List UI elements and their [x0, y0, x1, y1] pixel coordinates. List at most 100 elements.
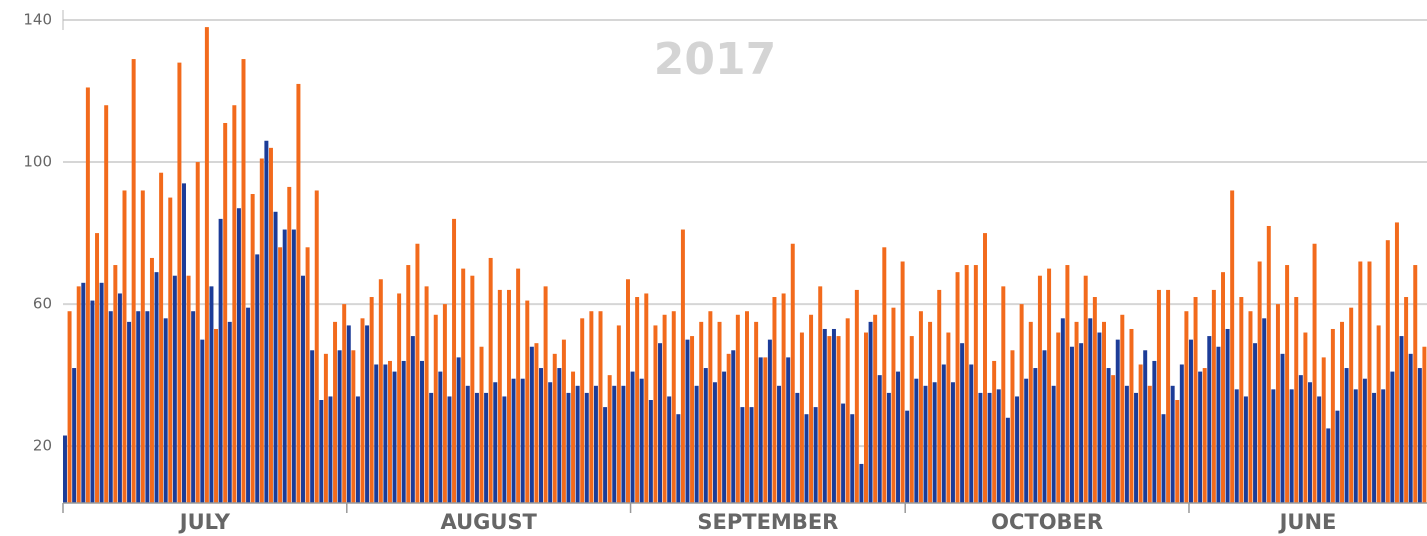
bar — [1230, 190, 1235, 503]
bar — [964, 265, 969, 503]
bar — [1376, 325, 1381, 503]
bar — [67, 311, 72, 503]
bar — [204, 27, 209, 504]
bar — [104, 105, 109, 503]
bar — [607, 375, 612, 503]
bar — [1198, 371, 1203, 503]
bar — [937, 289, 942, 503]
bar — [1404, 297, 1409, 503]
bar — [818, 286, 823, 503]
bar — [1179, 364, 1184, 503]
bar — [452, 218, 457, 503]
bar — [360, 318, 365, 503]
bar — [653, 325, 658, 503]
bar — [1340, 321, 1345, 503]
bar — [758, 357, 763, 503]
bar — [1124, 385, 1129, 503]
bar — [1367, 261, 1372, 503]
bar — [278, 247, 283, 503]
bar — [1134, 392, 1139, 503]
y-tick-label: 140 — [23, 11, 52, 29]
bar — [113, 265, 118, 503]
bar — [328, 396, 333, 503]
bar — [323, 353, 328, 503]
bar — [1074, 321, 1079, 503]
bar — [639, 378, 644, 503]
bar — [1353, 389, 1358, 503]
bar — [731, 350, 736, 503]
bar — [1129, 328, 1134, 503]
bar — [95, 233, 100, 503]
bar — [635, 297, 640, 503]
bar — [1307, 382, 1312, 503]
bar — [397, 293, 402, 503]
bar — [1005, 417, 1010, 503]
bar — [1202, 368, 1207, 503]
bar — [786, 357, 791, 503]
bar — [873, 314, 878, 503]
bar — [488, 257, 493, 503]
bar — [1417, 368, 1422, 503]
bar — [1033, 368, 1038, 503]
bar — [1060, 318, 1065, 503]
bar — [438, 371, 443, 503]
bar — [108, 311, 113, 503]
bar — [932, 382, 937, 503]
bar — [1111, 375, 1116, 503]
bar — [1344, 368, 1349, 503]
bar — [612, 385, 617, 503]
bar — [1326, 428, 1331, 503]
bar — [795, 392, 800, 503]
bar — [566, 392, 571, 503]
bar — [465, 385, 470, 503]
bar — [969, 364, 974, 503]
bar — [415, 243, 420, 503]
bar — [1408, 353, 1413, 503]
bar — [616, 325, 621, 503]
bar — [1015, 396, 1020, 503]
bar — [168, 197, 173, 503]
bar — [191, 311, 196, 503]
bar — [374, 364, 379, 503]
bar — [163, 318, 168, 503]
bar — [429, 392, 434, 503]
bar — [209, 286, 214, 503]
bar — [136, 311, 141, 503]
bar — [1193, 297, 1198, 503]
bar — [99, 282, 104, 503]
bar — [387, 360, 392, 503]
bar — [1051, 385, 1056, 503]
bar — [186, 275, 191, 503]
bar — [1394, 222, 1399, 503]
bar — [525, 300, 530, 503]
bar — [1285, 265, 1290, 503]
bar — [172, 275, 177, 503]
bar — [310, 350, 315, 503]
y-tick-label: 100 — [23, 153, 52, 171]
bar — [410, 336, 415, 503]
bar — [223, 122, 228, 503]
bar — [987, 392, 992, 503]
x-axis-labels: JULY AUGUST SEPTEMBER OCTOBER JUNE — [62, 503, 1336, 534]
bar — [955, 272, 960, 503]
bar — [854, 289, 859, 503]
bar — [218, 218, 223, 503]
bar — [575, 385, 580, 503]
x-tick-label: OCTOBER — [991, 510, 1103, 534]
bar — [1211, 289, 1216, 503]
bar — [941, 364, 946, 503]
bar — [1170, 385, 1175, 503]
bar — [960, 343, 965, 503]
bar — [305, 247, 310, 503]
bar — [232, 105, 237, 503]
bar — [864, 332, 868, 503]
bar — [712, 382, 717, 503]
bar — [214, 328, 219, 503]
bar — [603, 407, 608, 503]
bar — [717, 321, 722, 503]
bar — [200, 339, 205, 503]
bar — [447, 396, 452, 503]
bar — [685, 339, 690, 503]
